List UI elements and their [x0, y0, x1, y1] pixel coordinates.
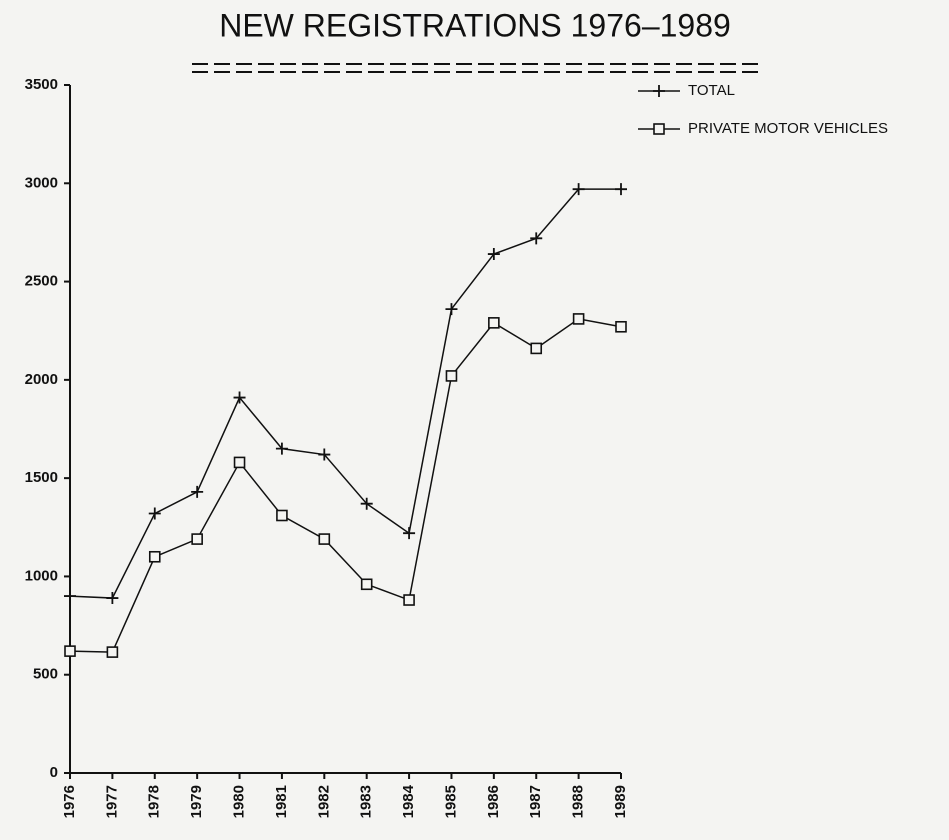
x-tick-label: 1976 [61, 785, 78, 818]
y-tick-label: 1000 [25, 567, 58, 584]
point-marker [233, 456, 246, 469]
point-marker [403, 527, 416, 540]
point-marker [64, 590, 76, 603]
point-marker [148, 507, 161, 520]
chart-title: NEW REGISTRATIONS 1976–1989 [219, 7, 731, 43]
x-tick-label: 1989 [612, 785, 629, 818]
y-tick-label: 2500 [25, 273, 58, 290]
point-marker [488, 317, 500, 329]
series-line [69, 188, 621, 599]
point-marker [615, 183, 627, 196]
x-tick-label: 1982 [315, 785, 332, 818]
point-marker [360, 497, 373, 510]
point-marker [572, 313, 585, 325]
x-tick-label: 1988 [570, 785, 587, 818]
point-marker [64, 645, 76, 657]
legend-marker [653, 123, 665, 135]
point-marker [403, 594, 415, 606]
point-marker [487, 248, 500, 261]
point-marker [530, 342, 543, 355]
x-tick-label: 1985 [442, 785, 459, 818]
point-marker [318, 448, 331, 461]
legend-label: TOTAL [688, 82, 735, 99]
legend-marker [653, 85, 665, 97]
y-tick-label: 1500 [25, 469, 58, 486]
point-marker [275, 442, 288, 455]
x-tick-label: 1984 [400, 784, 417, 818]
point-marker [276, 509, 288, 522]
point-marker [106, 592, 119, 605]
x-tick-label: 1980 [231, 785, 248, 818]
y-tick-label: 2000 [25, 371, 58, 388]
y-tick-label: 500 [33, 666, 58, 683]
x-tick-label: 1979 [188, 785, 205, 818]
y-tick-label: 3500 [25, 76, 58, 93]
x-tick-label: 1983 [358, 785, 375, 818]
point-marker [106, 646, 119, 658]
point-marker [530, 232, 543, 245]
point-marker [233, 391, 246, 404]
point-marker [360, 578, 373, 591]
point-marker [191, 485, 204, 498]
y-tick-label: 3000 [25, 174, 58, 191]
x-tick-label: 1987 [527, 785, 544, 818]
y-tick-label: 0 [50, 764, 58, 781]
x-tick-label: 1981 [273, 785, 290, 818]
x-tick-label: 1977 [103, 785, 120, 818]
point-marker [148, 550, 161, 563]
point-marker [615, 320, 627, 333]
x-tick-label: 1986 [485, 785, 502, 818]
x-tick-label: 1978 [146, 785, 163, 818]
point-marker [445, 303, 458, 316]
series-line [69, 318, 622, 653]
legend-label: PRIVATE MOTOR VEHICLES [688, 120, 888, 137]
point-marker [572, 183, 585, 196]
point-marker [445, 370, 458, 382]
point-marker [191, 533, 203, 545]
point-marker [318, 533, 331, 545]
